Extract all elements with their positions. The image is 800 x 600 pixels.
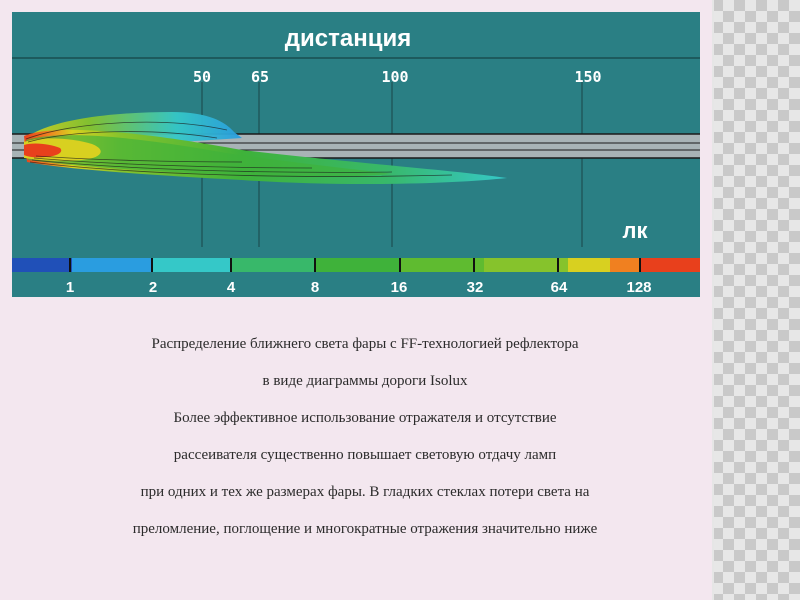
isolux-max-spot: [24, 143, 62, 158]
scale-segment-2: [72, 258, 152, 272]
scale-label-2: 2: [149, 279, 157, 296]
decorative-pattern-strip: [712, 0, 800, 600]
light-distribution: [24, 112, 507, 185]
distance-tick-65: 65: [251, 68, 269, 86]
scale-segment-4: [232, 258, 316, 272]
scale-segment-8: [568, 258, 610, 272]
unit-label: лк: [623, 218, 649, 243]
scale-segment-5: [316, 258, 400, 272]
caption-line-6: преломление, поглощение и многократные о…: [132, 521, 598, 537]
color-scale: 1 2 4 8 16 32 64 128: [12, 258, 700, 296]
isolux-diagram: дистанция 50 65 100 150: [12, 12, 700, 297]
scale-label-32: 32: [467, 279, 484, 296]
caption-line-2: в виде диаграммы дороги Isolux: [262, 373, 468, 389]
caption-line-1: Распределение ближнего света фары с FF-т…: [151, 336, 579, 352]
scale-label-128: 128: [626, 279, 651, 296]
diagram-title: дистанция: [285, 25, 411, 52]
scale-segment-6: [400, 258, 484, 272]
scale-segment-1: [12, 258, 72, 272]
caption-line-3: Более эффективное использование отражате…: [173, 410, 557, 426]
isolux-contour-lines: [25, 121, 453, 177]
scale-ticks: [69, 258, 641, 272]
distance-tick-100: 100: [381, 68, 408, 86]
scale-label-64: 64: [551, 279, 568, 296]
isolux-svg: дистанция 50 65 100 150: [12, 25, 700, 296]
scale-label-8: 8: [311, 279, 319, 296]
scale-segment-3: [152, 258, 232, 272]
scale-label-16: 16: [391, 279, 408, 296]
scale-label-4: 4: [227, 279, 236, 296]
caption-line-5: при одних и тех же размерах фары. В глад…: [140, 484, 590, 500]
scale-segment-9: [610, 258, 640, 272]
caption-line-4: рассеивателя существенно повышает светов…: [173, 447, 557, 463]
scale-label-1: 1: [66, 279, 74, 296]
caption-text: Распределение ближнего света фары с FF-т…: [20, 326, 710, 548]
distance-tick-150: 150: [574, 68, 601, 86]
scale-segment-7: [484, 258, 568, 272]
distance-tick-50: 50: [193, 68, 211, 86]
scale-segment-10: [640, 258, 700, 272]
